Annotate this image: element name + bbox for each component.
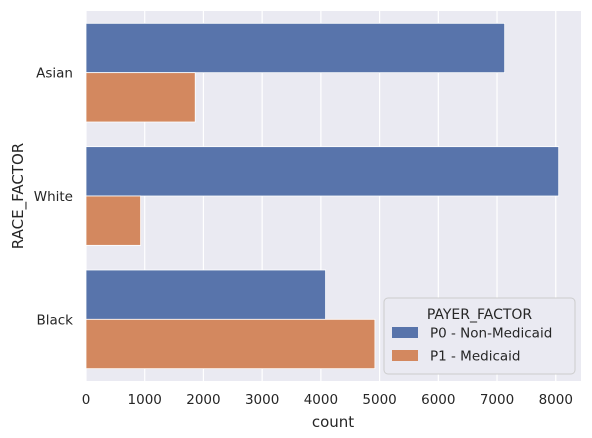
- x-tick-8000: 8000: [539, 392, 573, 408]
- x-tick-1000: 1000: [128, 392, 162, 408]
- y-tick-labels: Asian White Black: [34, 66, 73, 329]
- legend: PAYER_FACTOR P0 - Non-Medicaid P1 - Medi…: [383, 297, 576, 375]
- bars: [85, 22, 560, 370]
- bar-asian-non-medicaid: [85, 22, 506, 74]
- bar-asian-medicaid: [85, 72, 196, 123]
- x-tick-4000: 4000: [304, 392, 338, 408]
- x-tick-5000: 5000: [362, 392, 396, 408]
- legend-swatch-non-medicaid: [392, 327, 418, 338]
- x-tick-6000: 6000: [421, 392, 455, 408]
- legend-label-non-medicaid: P0 - Non-Medicaid: [430, 326, 552, 342]
- y-tick-white: White: [34, 189, 73, 205]
- bar-white-non-medicaid: [85, 146, 560, 197]
- x-tick-0: 0: [82, 392, 91, 408]
- x-tick-2000: 2000: [186, 392, 220, 408]
- legend-frame: [383, 297, 576, 375]
- bar-black-medicaid: [85, 318, 376, 370]
- bar-white-medicaid: [85, 195, 142, 246]
- y-axis-label: RACE_FACTOR: [9, 143, 28, 249]
- x-axis-label: count: [312, 413, 354, 431]
- legend-swatch-medicaid: [392, 350, 418, 361]
- x-tick-3000: 3000: [245, 392, 279, 408]
- legend-label-medicaid: P1 - Medicaid: [430, 349, 520, 365]
- bar-black-non-medicaid: [85, 269, 326, 320]
- y-tick-asian: Asian: [36, 66, 73, 82]
- legend-title: PAYER_FACTOR: [427, 307, 533, 323]
- y-tick-black: Black: [36, 312, 73, 328]
- x-tick-7000: 7000: [480, 392, 514, 408]
- x-tick-labels: 0 1000 2000 3000 4000 5000 6000 7000 8000: [82, 392, 573, 408]
